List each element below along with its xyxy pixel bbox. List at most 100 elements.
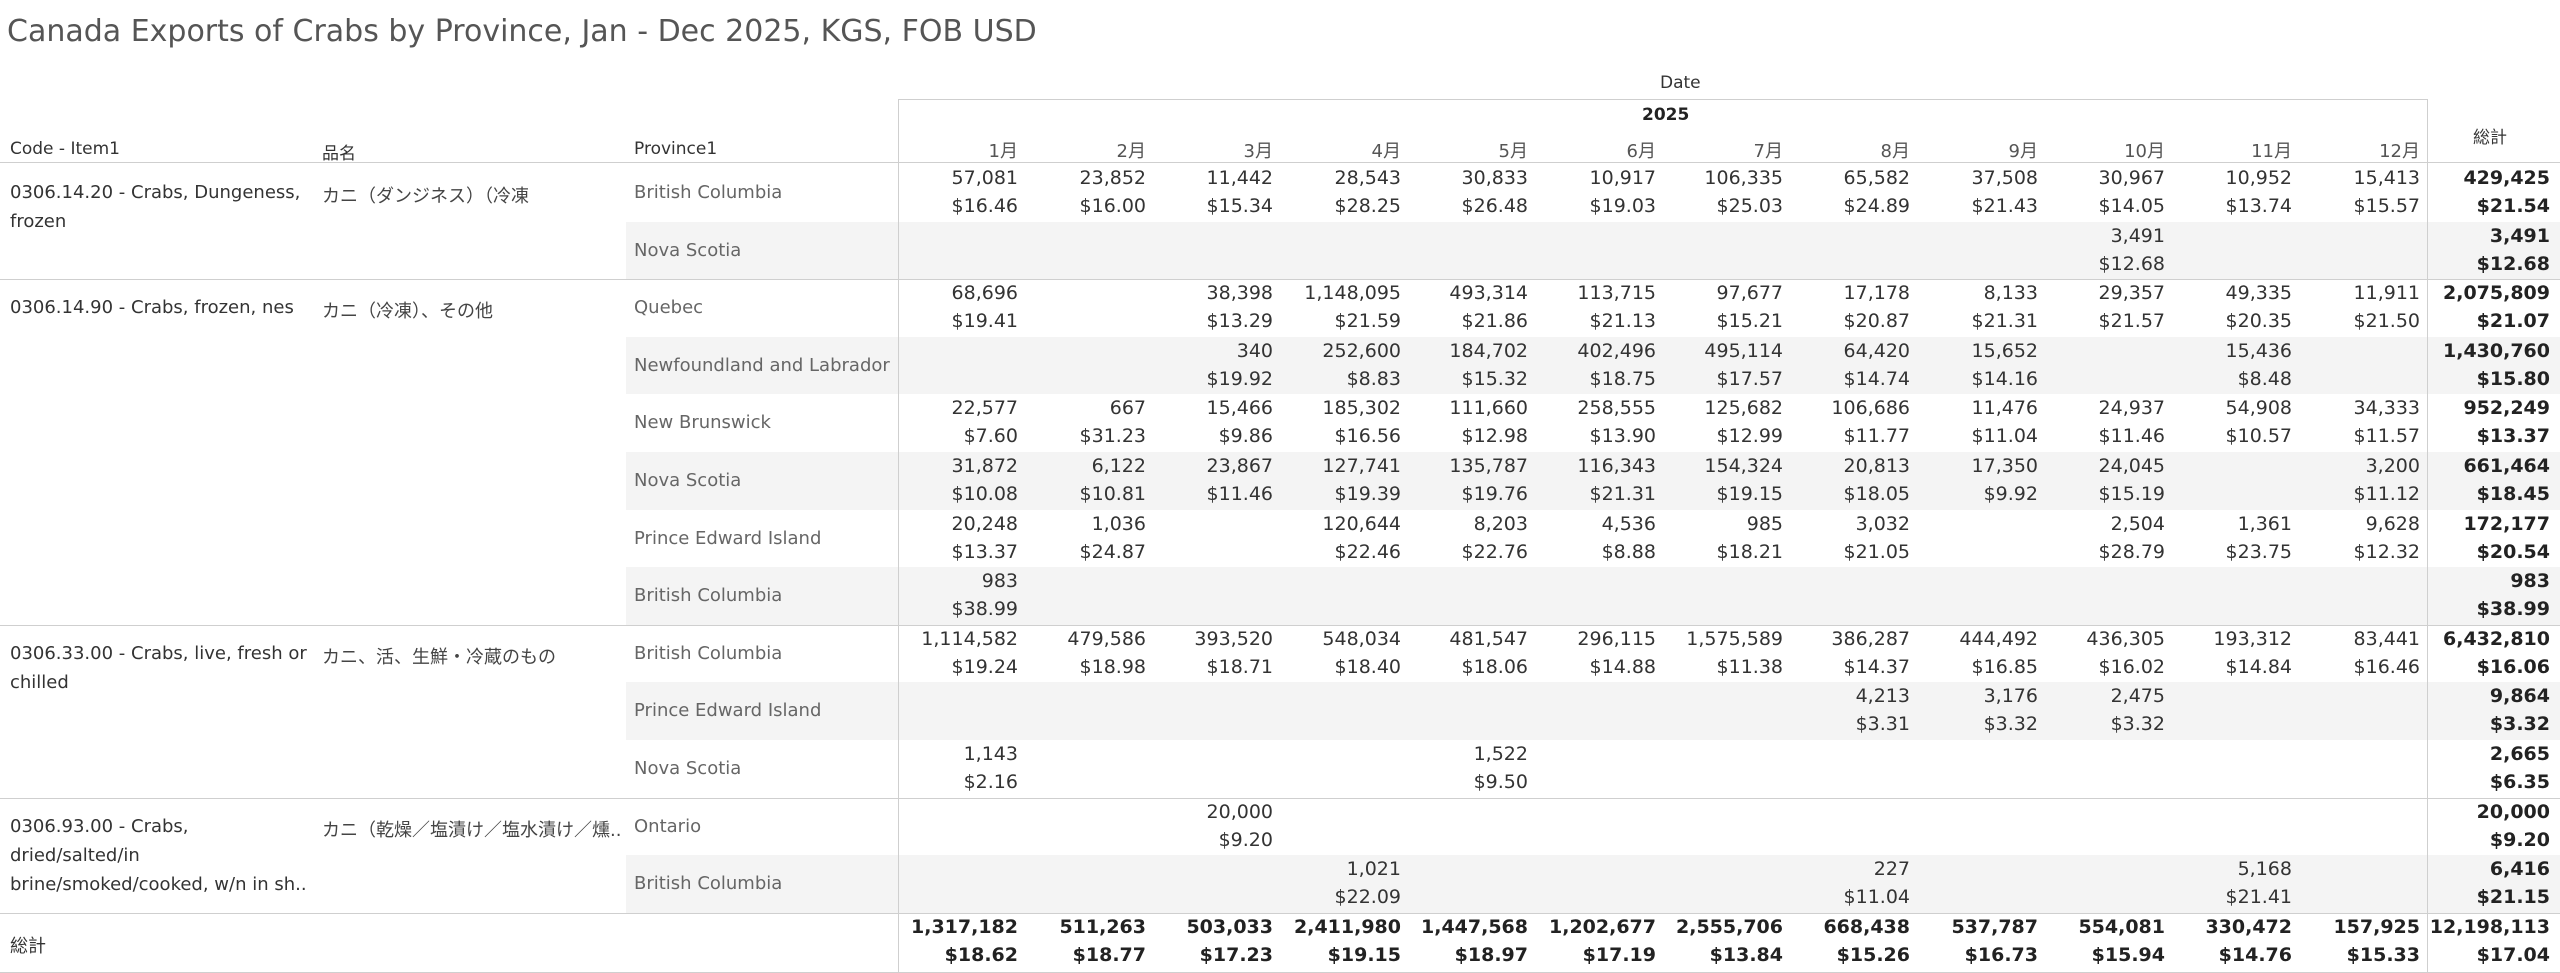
page-title: Canada Exports of Crabs by Province, Jan… xyxy=(7,14,1037,49)
usd-value: $16.02 xyxy=(2098,655,2165,678)
usd-value: $11.04 xyxy=(1971,425,2038,448)
kgs-value: 83,441 xyxy=(2353,627,2420,650)
grand-total-kgs: 668,438 xyxy=(1823,915,1910,938)
row-band xyxy=(626,682,2560,740)
row-total-usd: $15.80 xyxy=(2476,367,2550,390)
usd-value: $24.89 xyxy=(1843,195,1910,217)
kgs-value: 4,213 xyxy=(1855,685,1910,708)
usd-value: $14.37 xyxy=(1843,655,1910,678)
usd-value: $21.31 xyxy=(1589,483,1656,505)
date-header: Date xyxy=(1660,73,1701,93)
usd-value: $18.21 xyxy=(1716,540,1783,563)
usd-value: $21.50 xyxy=(2353,310,2420,333)
kgs-value: 296,115 xyxy=(1577,627,1656,650)
usd-value: $17.57 xyxy=(1716,367,1783,390)
kgs-value: 106,335 xyxy=(1704,167,1783,189)
item-code-label: dried/salted/in xyxy=(10,844,140,866)
usd-value: $16.85 xyxy=(1971,655,2038,678)
usd-value: $11.46 xyxy=(2098,425,2165,448)
usd-value: $14.88 xyxy=(1589,655,1656,678)
year-divider xyxy=(898,99,2427,100)
kgs-value: 127,741 xyxy=(1322,455,1401,477)
month-header: 7月 xyxy=(1753,141,1783,162)
grand-total-kgs: 2,411,980 xyxy=(1294,915,1401,938)
kgs-value: 393,520 xyxy=(1194,627,1273,650)
grand-total-kgs: 157,925 xyxy=(2333,915,2420,938)
usd-value: $12.68 xyxy=(2098,252,2165,275)
kgs-value: 10,952 xyxy=(2225,167,2292,189)
usd-value: $3.32 xyxy=(1983,713,2038,736)
kgs-value: 184,702 xyxy=(1449,339,1528,362)
kgs-value: 1,114,582 xyxy=(921,627,1018,650)
row-total-kgs: 2,075,809 xyxy=(2443,282,2550,305)
grand-total-kgs: 554,081 xyxy=(2078,915,2165,938)
row-total-kgs: 172,177 xyxy=(2463,512,2550,535)
kgs-value: 20,813 xyxy=(1843,455,1910,477)
kgs-value: 2,475 xyxy=(2110,685,2165,708)
kgs-value: 193,312 xyxy=(2213,627,2292,650)
kgs-value: 23,867 xyxy=(1206,455,1273,477)
month-header: 8月 xyxy=(1880,141,1910,162)
month-header: 9月 xyxy=(2008,141,2038,162)
kgs-value: 24,937 xyxy=(2098,397,2165,420)
grand-total-kgs: 330,472 xyxy=(2205,915,2292,938)
kgs-value: 37,508 xyxy=(1971,167,2038,189)
province-label: Nova Scotia xyxy=(634,239,742,261)
row-total-usd: $6.35 xyxy=(2489,771,2550,793)
grand-total-kgs: 537,787 xyxy=(1951,915,2038,938)
kgs-value: 15,436 xyxy=(2225,339,2292,362)
usd-value: $16.56 xyxy=(1334,425,1401,448)
kgs-value: 106,686 xyxy=(1831,397,1910,420)
kgs-value: 5,168 xyxy=(2237,858,2292,881)
kgs-value: 31,872 xyxy=(951,455,1018,477)
grand-total-usd: $17.19 xyxy=(1582,943,1656,966)
province-label: British Columbia xyxy=(634,585,783,607)
kgs-value: 65,582 xyxy=(1843,167,1910,189)
row-band xyxy=(626,336,2560,395)
usd-value: $26.48 xyxy=(1461,195,1528,217)
row-total-usd: $38.99 xyxy=(2476,598,2550,621)
province-label: Ontario xyxy=(634,815,702,837)
item-code-label: chilled xyxy=(10,671,69,693)
usd-value: $11.04 xyxy=(1843,886,1910,909)
usd-value: $18.06 xyxy=(1461,655,1528,678)
usd-value: $21.31 xyxy=(1971,310,2038,333)
month-header: 4月 xyxy=(1371,141,1401,162)
usd-value: $18.98 xyxy=(1079,655,1146,678)
usd-value: $25.03 xyxy=(1716,195,1783,217)
item-japanese-name: カニ（冷凍）、その他 xyxy=(322,301,493,323)
row-total-kgs: 1,430,760 xyxy=(2443,339,2550,362)
kgs-value: 113,715 xyxy=(1577,282,1656,305)
usd-value: $14.74 xyxy=(1843,367,1910,390)
kgs-value: 479,586 xyxy=(1067,627,1146,650)
usd-value: $9.50 xyxy=(1473,771,1528,793)
kgs-value: 57,081 xyxy=(951,167,1018,189)
grand-total-kgs: 1,317,182 xyxy=(911,915,1018,938)
month-header: 5月 xyxy=(1498,141,1528,162)
kgs-value: 548,034 xyxy=(1322,627,1401,650)
usd-value: $20.87 xyxy=(1843,310,1910,333)
row-total-kgs: 3,491 xyxy=(2489,224,2550,247)
row-total-usd: $18.45 xyxy=(2476,483,2550,505)
usd-value: $11.57 xyxy=(2353,425,2420,448)
row-total-usd: $13.37 xyxy=(2476,425,2550,448)
usd-value: $9.92 xyxy=(1983,483,2038,505)
usd-value: $13.37 xyxy=(951,540,1018,563)
province-label: British Columbia xyxy=(634,873,783,895)
item-code-label: frozen xyxy=(10,211,67,232)
grand-total-usd: $14.76 xyxy=(2218,943,2292,966)
province-label: Nova Scotia xyxy=(634,470,742,491)
kgs-value: 34,333 xyxy=(2353,397,2420,420)
usd-value: $21.13 xyxy=(1589,310,1656,333)
kgs-value: 15,652 xyxy=(1971,339,2038,362)
province-column-header: Province1 xyxy=(634,139,718,159)
usd-value: $22.76 xyxy=(1461,540,1528,563)
kgs-value: 29,357 xyxy=(2098,282,2165,305)
usd-value: $11.38 xyxy=(1716,655,1783,678)
row-band xyxy=(626,855,2560,913)
province-label: Newfoundland and Labrador xyxy=(634,354,890,376)
kgs-value: 1,361 xyxy=(2237,512,2292,535)
usd-value: $16.46 xyxy=(951,195,1018,217)
usd-value: $20.35 xyxy=(2225,310,2292,333)
month-header: 12月 xyxy=(2379,141,2420,162)
